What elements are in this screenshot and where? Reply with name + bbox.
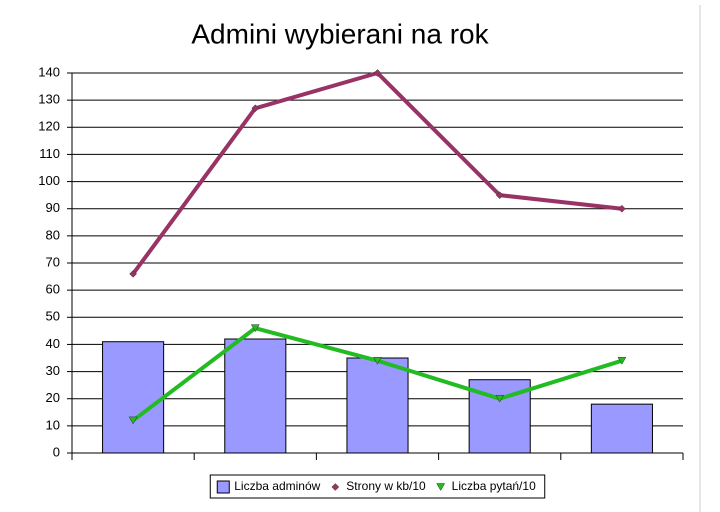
point bbox=[495, 394, 505, 403]
y-tick-label: 20 bbox=[46, 390, 60, 405]
point bbox=[618, 204, 626, 213]
point bbox=[495, 191, 504, 199]
y-tick-label: 140 bbox=[38, 64, 60, 79]
y-tick-label: 40 bbox=[46, 336, 60, 351]
y-tick-label: 0 bbox=[53, 444, 60, 459]
y-tick-label: 30 bbox=[46, 363, 60, 378]
bar bbox=[102, 341, 165, 454]
point bbox=[373, 356, 382, 365]
chart-title: Admini wybierani na rok bbox=[191, 18, 489, 49]
legend-label: Strony w kb/10 bbox=[346, 479, 426, 493]
legend-label: Liczba pytań/10 bbox=[452, 479, 536, 493]
point bbox=[251, 104, 260, 113]
point bbox=[129, 270, 137, 278]
y-tick-label: 50 bbox=[46, 309, 60, 324]
legend-swatch bbox=[216, 480, 230, 494]
point bbox=[617, 356, 627, 365]
legend-swatch bbox=[331, 483, 340, 491]
y-tick-label: 120 bbox=[38, 119, 60, 134]
y-tick-label: 70 bbox=[46, 254, 60, 269]
y-tick-label: 90 bbox=[46, 200, 60, 215]
y-tick-label: 100 bbox=[38, 173, 60, 188]
y-tick-label: 130 bbox=[38, 92, 60, 107]
legend-box bbox=[209, 474, 546, 499]
legend-label: Liczba adminów bbox=[234, 479, 320, 493]
bar bbox=[224, 338, 287, 454]
point bbox=[128, 416, 138, 425]
y-tick-label: 10 bbox=[46, 417, 60, 432]
point bbox=[373, 69, 382, 77]
bar bbox=[590, 403, 653, 454]
y-tick-label: 80 bbox=[46, 227, 60, 242]
legend: Liczba adminów Strony w kb/10 Liczba pytań… bbox=[209, 474, 546, 499]
bar bbox=[346, 357, 409, 454]
point bbox=[250, 324, 260, 333]
y-tick-label: 110 bbox=[39, 146, 60, 161]
legend-swatch bbox=[436, 483, 446, 492]
y-tick-label: 60 bbox=[46, 282, 60, 297]
